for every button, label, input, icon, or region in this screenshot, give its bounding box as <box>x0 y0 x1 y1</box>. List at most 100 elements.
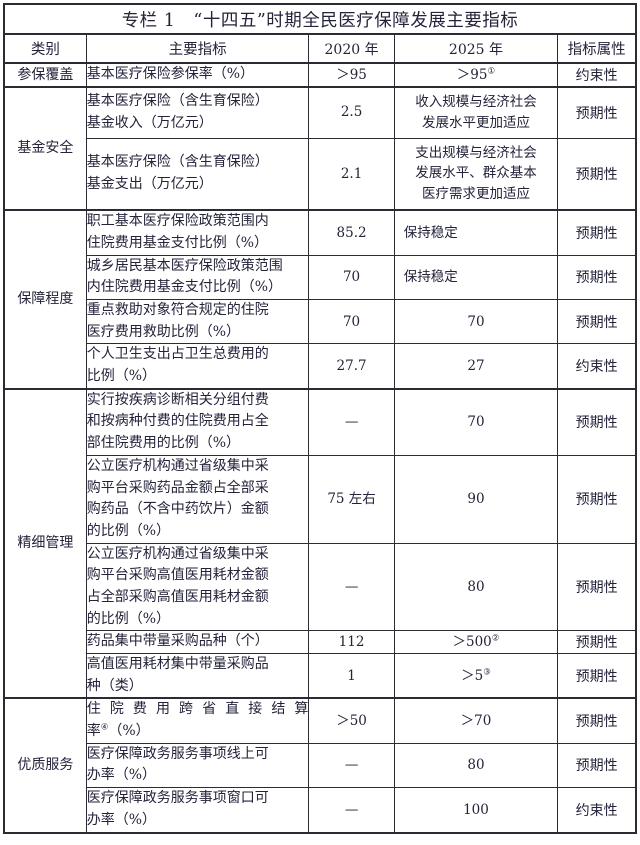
indicator-cell: 医疗保障政务服务事项窗口可 办率（%） <box>85 787 310 834</box>
value-2020-cell: 27.7 <box>308 343 395 390</box>
attribute-cell: 约束性 <box>557 62 637 88</box>
header-attribute: 指标属性 <box>557 33 637 64</box>
value-2025-cell: ＞70 <box>393 697 559 744</box>
attribute-cell: 预期性 <box>557 254 637 301</box>
value-2025-cell: 80 <box>393 742 559 789</box>
indicator-line: 城乡居民基本医疗保险政策范围 <box>86 257 283 274</box>
indicator-line: 购平台采购高值医用耗材金额 <box>86 567 269 584</box>
value-2025-cell: 保持稳定 <box>393 209 559 256</box>
header-category: 类别 <box>3 33 87 64</box>
value-2020-cell: — <box>308 542 395 632</box>
indicator-line: 高值医用耗材集中带量采购品 <box>86 656 269 673</box>
indicator-line: 医疗保障政务服务事项线上可 <box>86 745 269 762</box>
indicator-cell: 重点救助对象符合规定的住院 医疗费用救助比例（%） <box>85 299 310 345</box>
table-row: 精细管理 实行按疾病诊断相关分组付费 和按病种付费的住院费用占全 部住院费用的比例（%… <box>3 387 637 699</box>
value-2025-cell: 保持稳定 <box>393 254 559 301</box>
value-2020-cell: 85.2 <box>308 209 395 256</box>
indicator-cell: 基本医疗保险（含生育保险） 基金支出（万亿元） <box>85 137 310 211</box>
value-2020-cell: 70 <box>308 254 395 301</box>
value-2025-cell: 80 <box>393 542 559 632</box>
value-2025-cell: 70 <box>393 299 559 345</box>
table-row: 高值医用耗材集中带量采购品 种（类） 1 ＞5③ 预期性 <box>4 653 637 699</box>
attribute-cell: 预期性 <box>557 697 637 744</box>
category-cell: 基金安全 <box>3 85 87 211</box>
value-2025-cell: ＞95① <box>393 62 559 88</box>
table-row: 重点救助对象符合规定的住院 医疗费用救助比例（%） 70 70 预期性 <box>4 299 637 345</box>
value-2025-cell: ＞5③ <box>393 653 559 699</box>
attribute-cell: 预期性 <box>557 85 637 139</box>
footnote-marker: ② <box>491 633 500 644</box>
table-row: 保障程度 职工基本医疗保险政策范围内 住院费用基金支付比例（%） 85.2 保持稳定 预期… <box>3 209 637 390</box>
document-title: 专栏 1 “十四五”时期全民医疗保障发展主要指标 <box>4 4 636 35</box>
attribute-cell: 预期性 <box>557 137 637 211</box>
indicator-line: 办率（%） <box>86 767 157 784</box>
footnote-marker: ④ <box>100 722 109 733</box>
indicator-line: 个人卫生支出占卫生总费用的 <box>86 346 269 363</box>
indicator-cell: 公立医疗机构通过省级集中采 购平台采购药品金额占全部采 购药品（不含中药饮片）金额的… <box>85 454 310 544</box>
table-row: 公立医疗机构通过省级集中采 购平台采购高值医用耗材金额 占全部采购高值医用耗材金额的… <box>4 542 637 632</box>
indicator-line: 住院费用跨省直接结算 <box>86 701 309 718</box>
value-2025-cell: 100 <box>393 787 559 834</box>
table-row: 基金安全 基本医疗保险（含生育保险） 基金收入（万亿元） 2.5 收入规模与经济社会 发展… <box>3 85 637 211</box>
indicator-line: 重点救助对象符合规定的住院 <box>86 302 269 319</box>
table-body: 专栏 1 “十四五”时期全民医疗保障发展主要指标 类别 主要指标 2020 年 2025 … <box>3 4 637 834</box>
indicator-line: 住院费用基金支付比例（%） <box>86 234 269 251</box>
attribute-cell: 预期性 <box>557 742 637 789</box>
value-2020-cell: ＞95 <box>308 62 395 88</box>
indicator-line: 的比例（%） <box>86 522 171 539</box>
table-row: 医疗保障政务服务事项窗口可 办率（%） —100 约束性 <box>4 787 637 834</box>
value-2025-cell: 90 <box>393 454 559 544</box>
table-row: 基本医疗保险（含生育保险） 基金支出（万亿元） 2.1 支出规模与经济社会 发展水平、群… <box>4 137 637 211</box>
indicator-line: 占全部采购高值医用耗材金额 <box>86 588 269 605</box>
value-2025-line: 发展水平、群众基本 <box>415 165 537 182</box>
indicator-line: 基本医疗保险（含生育保险） <box>86 92 269 109</box>
value-2020-cell: — <box>308 387 395 456</box>
indicator-line: 和按病种付费的住院费用占全 <box>86 413 269 430</box>
attribute-cell: 约束性 <box>557 787 637 834</box>
attribute-cell: 预期性 <box>557 299 637 345</box>
table-row: 药品集中带量采购品种（个） 112 ＞500② 预期性 <box>4 630 637 655</box>
indicator-line: 职工基本医疗保险政策范围内 <box>86 213 269 230</box>
indicator-line: 部住院费用的比例（%） <box>86 435 241 452</box>
value-2020-cell: 75 左右 <box>308 454 395 544</box>
attribute-cell: 预期性 <box>557 542 637 632</box>
indicator-line: 基金支出（万亿元） <box>86 175 213 192</box>
table-row: 个人卫生支出占卫生总费用的 比例（%） 27.7 27 约束性 <box>4 343 637 390</box>
table-row: 城乡居民基本医疗保险政策范围 内住院费用基金支付比例（%） 70 保持稳定 预期性 <box>4 254 637 301</box>
indicator-line: 医疗保障政务服务事项窗口可 <box>86 790 269 807</box>
category-cell: 精细管理 <box>3 387 87 699</box>
indicator-line: 购平台采购药品金额占全部采 <box>86 479 269 496</box>
indicator-cell: 高值医用耗材集中带量采购品 种（类） <box>85 653 310 699</box>
value-2025-line: 收入规模与经济社会 <box>415 93 537 110</box>
indicator-line: 的比例（%） <box>86 610 171 627</box>
indicator-cell: 基本医疗保险参保率（%） <box>85 62 310 88</box>
indicator-line: 比例（%） <box>86 368 157 385</box>
value-2025-cell: 收入规模与经济社会 发展水平更加适应 <box>393 85 559 139</box>
value-2025-cell: 27 <box>393 343 559 390</box>
attribute-cell: 预期性 <box>557 653 637 699</box>
indicator-cell: 实行按疾病诊断相关分组付费 和按病种付费的住院费用占全 部住院费用的比例（%） <box>85 387 310 456</box>
indicator-cell: 住院费用跨省直接结算 率④（%） <box>85 697 310 744</box>
title-row: 专栏 1 “十四五”时期全民医疗保障发展主要指标 <box>4 4 636 35</box>
indicator-cell: 公立医疗机构通过省级集中采 购平台采购高值医用耗材金额 占全部采购高值医用耗材金额的… <box>85 542 310 632</box>
indicator-line: 医疗费用救助比例（%） <box>86 323 241 340</box>
indicator-cell: 职工基本医疗保险政策范围内 住院费用基金支付比例（%） <box>85 209 310 256</box>
value-2020-cell: — <box>308 742 395 789</box>
value-2025-cell: 70 <box>393 387 559 456</box>
attribute-cell: 预期性 <box>557 387 637 456</box>
footnote-marker: ① <box>487 66 496 77</box>
indicator-cell: 药品集中带量采购品种（个） <box>85 630 310 655</box>
indicator-cell: 基本医疗保险（含生育保险） 基金收入（万亿元） <box>85 85 310 139</box>
table-row: 参保覆盖 基本医疗保险参保率（%） ＞95 ＞95① 约束性 <box>3 62 637 88</box>
value-2025-line: 支出规模与经济社会 <box>415 144 537 161</box>
attribute-cell: 预期性 <box>557 209 637 256</box>
attribute-cell: 预期性 <box>557 630 637 655</box>
value-2020-cell: 1 <box>308 653 395 699</box>
indicator-line: 基本医疗保险（含生育保险） <box>86 154 269 171</box>
category-cell: 参保覆盖 <box>3 62 87 88</box>
indicator-cell: 个人卫生支出占卫生总费用的 比例（%） <box>85 343 310 390</box>
value-2020-cell: 2.5 <box>308 85 395 139</box>
indicator-cell: 医疗保障政务服务事项线上可 办率（%） <box>85 742 310 789</box>
indicator-line: 办率（%） <box>86 811 157 828</box>
